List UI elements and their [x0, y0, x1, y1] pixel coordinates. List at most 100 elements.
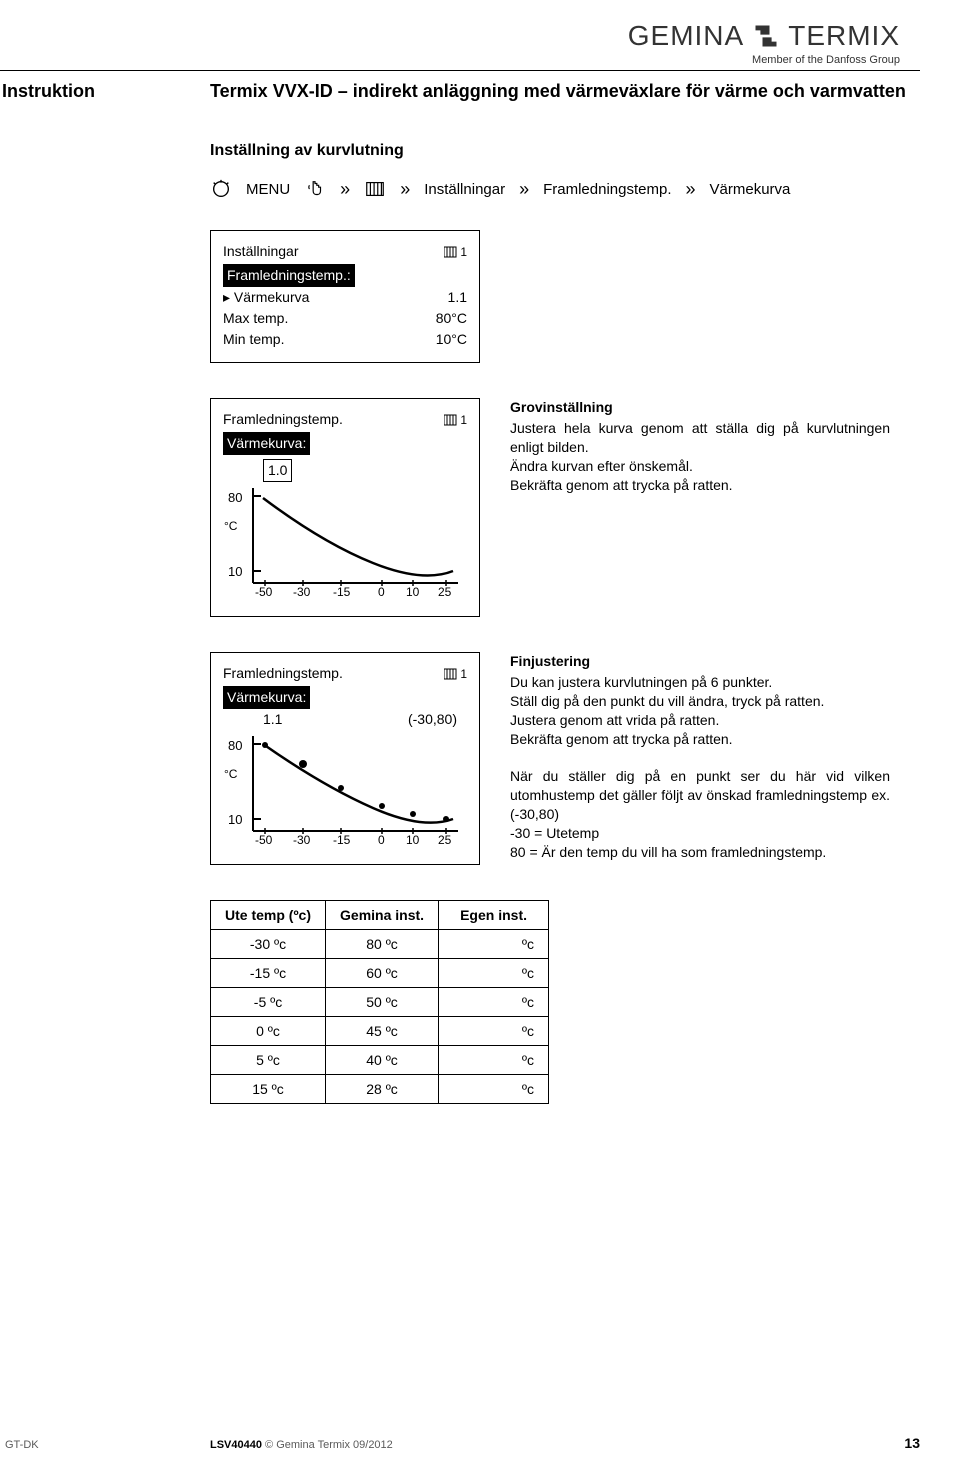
- lcd1-row-0: ▸ Värmekurva1.1: [223, 287, 467, 308]
- brand-logo-icon: [752, 22, 780, 50]
- svg-text:10: 10: [228, 812, 242, 827]
- breadcrumb-heatcurve: Värmekurva: [710, 181, 791, 198]
- lcd3-graph: 80 °C 10 -50-30-1501025: [223, 736, 463, 846]
- footer-copyright: © Gemina Termix 09/2012: [265, 1439, 393, 1451]
- lcd-screen-curve-fine: Framledningstemp. 1 Värmekurva: 1.1 (-30…: [210, 652, 480, 865]
- table-cell: 60 ºc: [326, 959, 439, 988]
- lcd1-radiator-icon: 1: [444, 241, 467, 262]
- table-cell: -5 ºc: [211, 988, 326, 1017]
- lcd2-title: Framledningstemp.: [223, 409, 343, 430]
- desc1-line-0: Justera hela kurva genom att ställa dig …: [510, 419, 890, 457]
- table-cell: ºc: [439, 1017, 549, 1046]
- desc1-title: Grovinställning: [510, 398, 890, 417]
- table-header-row: Ute temp (ºc) Gemina inst. Egen inst.: [211, 901, 549, 930]
- table-cell: 50 ºc: [326, 988, 439, 1017]
- breadcrumb: MENU » » Inställningar » Framledningstem…: [210, 178, 910, 200]
- svg-text:-50: -50: [255, 585, 273, 598]
- radiator-icon: [364, 178, 386, 200]
- table-cell: -30 ºc: [211, 930, 326, 959]
- table-cell: 5 ºc: [211, 1046, 326, 1075]
- table-row: 15 ºc28 ºcºc: [211, 1075, 549, 1104]
- lcd3-radiator-icon: 1: [444, 663, 467, 684]
- table-cell: ºc: [439, 1075, 549, 1104]
- table-cell: 28 ºc: [326, 1075, 439, 1104]
- footer-page: 13: [904, 1435, 920, 1451]
- svg-text:80: 80: [228, 738, 242, 753]
- desc2-title: Finjustering: [510, 652, 890, 671]
- table-cell: ºc: [439, 959, 549, 988]
- brand-name-left: GEMINA: [628, 20, 744, 52]
- table-cell: 45 ºc: [326, 1017, 439, 1046]
- brand-block: GEMINA TERMIX Member of the Danfoss Grou…: [0, 20, 920, 66]
- table-row: -30 ºc80 ºcºc: [211, 930, 549, 959]
- desc-fine: Finjustering Du kan justera kurvlutninge…: [510, 652, 890, 862]
- lcd-screen-curve-coarse: Framledningstemp. 1 Värmekurva: 1.0 80 °…: [210, 398, 480, 617]
- temp-table: Ute temp (ºc) Gemina inst. Egen inst. -3…: [210, 900, 549, 1104]
- table-cell: ºc: [439, 1046, 549, 1075]
- breadcrumb-sep-4: »: [686, 179, 696, 200]
- lcd1-highlight: Framledningstemp.:: [223, 264, 355, 287]
- lcd3-rightval: (-30,80): [408, 709, 457, 730]
- desc2-line-0: Du kan justera kurvlutningen på 6 punkte…: [510, 673, 890, 692]
- lcd2-radiator-icon: 1: [444, 409, 467, 430]
- svg-text:-30: -30: [293, 833, 311, 846]
- doc-type: Instruktion: [0, 81, 210, 102]
- table-cell: ºc: [439, 930, 549, 959]
- svg-text:25: 25: [438, 833, 452, 846]
- dial-icon: [210, 178, 232, 200]
- svg-text:10: 10: [406, 585, 420, 598]
- desc2-line-3: Bekräfta genom att trycka på ratten.: [510, 730, 890, 749]
- svg-text:80: 80: [228, 490, 242, 505]
- desc1-line-2: Bekräfta genom att trycka på ratten.: [510, 476, 890, 495]
- svg-text:0: 0: [378, 833, 385, 846]
- table-row: 5 ºc40 ºcºc: [211, 1046, 549, 1075]
- lcd3-highlight: Värmekurva:: [223, 686, 310, 709]
- table-cell: -15 ºc: [211, 959, 326, 988]
- svg-text:°C: °C: [224, 519, 238, 533]
- desc2-extra-1: -30 = Utetemp: [510, 824, 890, 843]
- table-cell: ºc: [439, 988, 549, 1017]
- table-cell: 0 ºc: [211, 1017, 326, 1046]
- svg-text:°C: °C: [224, 767, 238, 781]
- desc2-line-2: Justera genom att vrida på ratten.: [510, 711, 890, 730]
- table-cell: 15 ºc: [211, 1075, 326, 1104]
- brand-name-right: TERMIX: [788, 20, 900, 52]
- lcd2-boxed-value: 1.0: [263, 459, 292, 482]
- table-cell: 40 ºc: [326, 1046, 439, 1075]
- svg-text:10: 10: [228, 564, 242, 579]
- svg-text:-15: -15: [333, 585, 351, 598]
- doc-title: Termix VVX-ID – indirekt anläggning med …: [210, 81, 906, 102]
- th-1: Gemina inst.: [326, 901, 439, 930]
- hand-press-icon: [304, 178, 326, 200]
- table-row: -15 ºc60 ºcºc: [211, 959, 549, 988]
- svg-text:-50: -50: [255, 833, 273, 846]
- svg-text:25: 25: [438, 585, 452, 598]
- table-cell: 80 ºc: [326, 930, 439, 959]
- svg-text:0: 0: [378, 585, 385, 598]
- breadcrumb-menu: MENU: [246, 181, 290, 198]
- footer-code: LSV40440: [210, 1439, 262, 1451]
- desc1-line-1: Ändra kurvan efter önskemål.: [510, 457, 890, 476]
- desc2-extra-0: När du ställer dig på en punkt ser du hä…: [510, 767, 890, 824]
- lcd2-highlight: Värmekurva:: [223, 432, 310, 455]
- desc-coarse: Grovinställning Justera hela kurva genom…: [510, 398, 890, 494]
- breadcrumb-sep-2: »: [400, 179, 410, 200]
- lcd-screen-settings: Inställningar 1 Framledningstemp.: ▸ Vär…: [210, 230, 480, 363]
- breadcrumb-settings: Inställningar: [424, 181, 505, 198]
- breadcrumb-sep-1: »: [340, 179, 350, 200]
- svg-text:-30: -30: [293, 585, 311, 598]
- lcd1-row-1: Max temp.80°C: [223, 308, 467, 329]
- table-row: -5 ºc50 ºcºc: [211, 988, 549, 1017]
- lcd1-row-2: Min temp.10°C: [223, 329, 467, 350]
- header-divider: [0, 70, 920, 71]
- lcd3-title: Framledningstemp.: [223, 663, 343, 684]
- table-row: 0 ºc45 ºcºc: [211, 1017, 549, 1046]
- svg-text:-15: -15: [333, 833, 351, 846]
- th-2: Egen inst.: [439, 901, 549, 930]
- desc2-line-1: Ställ dig på den punkt du vill ändra, tr…: [510, 692, 890, 711]
- th-0: Ute temp (ºc): [211, 901, 326, 930]
- breadcrumb-sep-3: »: [519, 179, 529, 200]
- lcd1-title: Inställningar: [223, 241, 299, 262]
- breadcrumb-flowtemp: Framledningstemp.: [543, 181, 671, 198]
- lcd2-graph: 80 °C 10 -50 -30 -15 0 10 25: [223, 488, 463, 598]
